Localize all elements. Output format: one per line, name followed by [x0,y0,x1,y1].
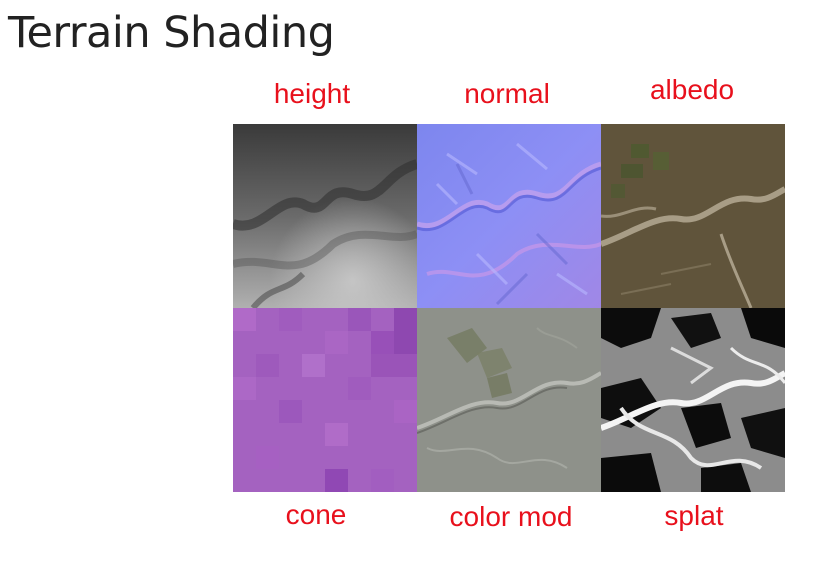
label-height: height [212,78,412,110]
label-albedo: albedo [592,74,792,106]
splat-map-image [601,308,785,492]
label-cone: cone [216,499,416,531]
cone-map-image [233,308,417,492]
page-title: Terrain Shading [8,8,334,58]
label-color-mod: color mod [411,501,611,533]
color-mod-map-image [417,308,601,492]
albedo-map-image [601,124,785,308]
label-normal: normal [407,78,607,110]
label-splat: splat [594,500,794,532]
normal-map-image [417,124,601,308]
height-map-image [233,124,417,308]
